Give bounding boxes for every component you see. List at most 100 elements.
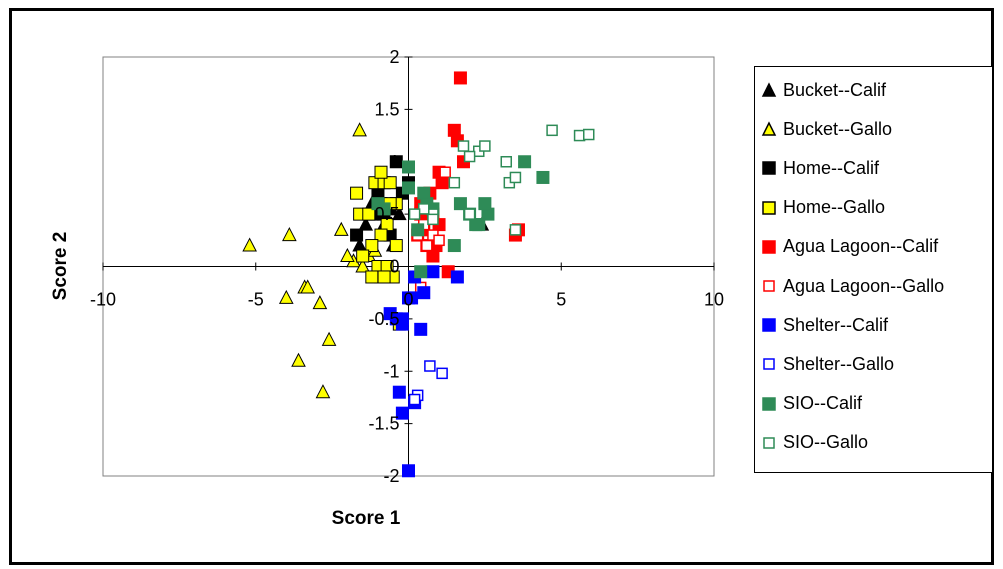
y-axis-title: Score 2 [50, 232, 71, 301]
data-point [395, 317, 409, 331]
data-point [433, 234, 445, 247]
data-point [315, 384, 331, 399]
legend-item: Home--Gallo [761, 193, 885, 223]
y-tick-label: 0 [389, 257, 399, 277]
square-marker-icon [762, 240, 776, 254]
series-shelter-gallo [408, 360, 448, 406]
legend-label: Agua Lagoon--Gallo [783, 275, 945, 296]
data-point [453, 197, 467, 211]
points-layer [242, 71, 595, 478]
data-point [536, 170, 550, 184]
data-point [435, 176, 449, 190]
square-marker-icon [763, 437, 775, 449]
legend-item: Shelter--Gallo [761, 349, 894, 379]
data-point [389, 239, 403, 253]
square-marker-icon [763, 280, 775, 292]
data-point [278, 289, 294, 304]
data-point [242, 237, 257, 252]
data-point [414, 322, 428, 336]
data-point [362, 207, 376, 221]
data-point [358, 216, 374, 231]
y-tick-label: 2 [389, 47, 399, 67]
x-axis-title: Score 1 [332, 508, 401, 529]
data-point [463, 150, 476, 163]
data-point [340, 247, 355, 263]
data-point [377, 270, 391, 284]
data-point [402, 464, 415, 478]
data-point [291, 352, 306, 367]
data-point [365, 270, 379, 284]
data-point [333, 221, 349, 236]
legend-item: Agua Lagoon--Gallo [761, 271, 944, 301]
data-point [411, 223, 425, 237]
legend-item: SIO--Calif [761, 389, 862, 419]
data-point [365, 239, 379, 253]
legend-label: SIO--Calif [783, 393, 863, 414]
square-marker-icon [763, 358, 775, 371]
axes-layer [102, 56, 715, 477]
data-point [582, 128, 595, 141]
data-point [383, 307, 397, 321]
legend-item: Bucket--Gallo [761, 114, 892, 144]
data-point [478, 197, 492, 211]
square-marker-icon [762, 396, 776, 411]
legend-item: Shelter--Calif [761, 310, 888, 340]
data-point [402, 181, 415, 195]
legend-label: SIO--Gallo [783, 432, 869, 453]
data-point [300, 279, 316, 294]
data-point [408, 208, 421, 220]
square-marker-icon [762, 200, 776, 215]
triangle-marker-icon [761, 121, 777, 136]
data-point [500, 156, 513, 168]
y-tick-label: -0.5 [368, 309, 399, 329]
data-point [417, 286, 431, 300]
y-tick-label: 0.5 [374, 204, 399, 224]
data-point [408, 393, 421, 406]
data-point [450, 270, 464, 284]
legend-label: Home--Gallo [783, 197, 886, 218]
y-tick-label: -1 [383, 361, 399, 381]
series-home-gallo [350, 165, 406, 331]
data-point [414, 265, 428, 279]
data-point [321, 331, 337, 346]
data-point [350, 186, 364, 200]
data-point [312, 295, 328, 310]
legend-label: Shelter--Calif [783, 314, 889, 335]
y-tick-label: 1 [389, 152, 399, 172]
data-point [479, 140, 491, 152]
square-marker-icon [762, 161, 776, 176]
legend-item: Bucket--Calif [761, 75, 886, 105]
legend-label: Home--Calif [783, 157, 880, 178]
data-point [355, 258, 370, 273]
data-point [374, 228, 388, 242]
data-point [509, 224, 522, 236]
x-tick-label: -5 [248, 290, 264, 310]
legend-item: Agua Lagoon--Calif [761, 232, 938, 262]
data-point [546, 124, 558, 137]
data-point [392, 385, 406, 399]
legend-label: Bucket--Gallo [783, 118, 893, 139]
legend-label: Bucket--Calif [783, 79, 887, 100]
legend: Bucket--Calif Bucket--Gallo Home--Calif Hom… [754, 66, 993, 473]
y-tick-label: 1.5 [374, 99, 399, 119]
data-point [424, 360, 436, 372]
data-point [436, 367, 448, 380]
x-tick-label: 10 [704, 290, 724, 310]
series-shelter-calif [383, 265, 464, 478]
data-point [447, 239, 461, 253]
data-point [395, 406, 409, 420]
legend-item: Home--Calif [761, 153, 879, 183]
data-point [421, 239, 433, 252]
data-point [457, 140, 470, 152]
data-point [374, 165, 388, 179]
x-tick-label: 0 [403, 290, 413, 310]
triangle-marker-icon [761, 82, 777, 97]
data-point [350, 228, 364, 242]
data-point [448, 176, 461, 189]
data-point [282, 226, 297, 242]
data-point [469, 218, 483, 232]
data-point [383, 176, 397, 190]
data-point [439, 166, 451, 178]
